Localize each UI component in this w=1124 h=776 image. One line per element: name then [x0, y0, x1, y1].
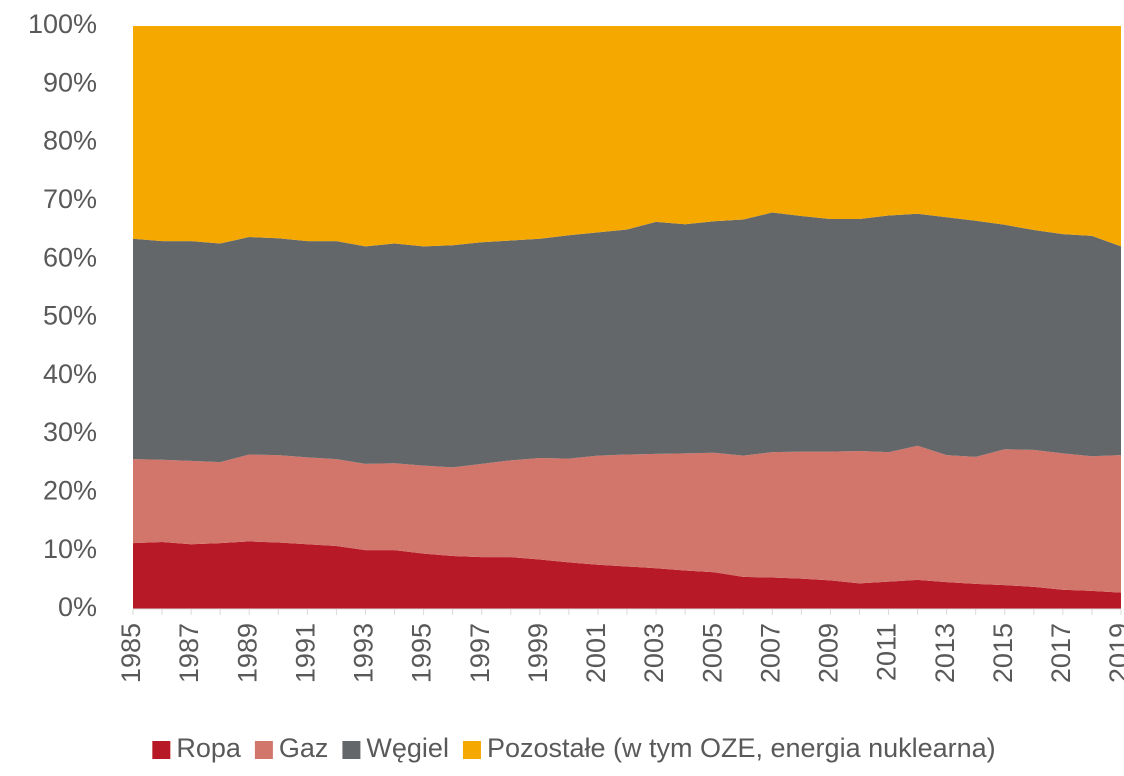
- y-tick-label: 50%: [43, 301, 97, 331]
- area: [133, 26, 1121, 247]
- y-tick-label: 0%: [58, 592, 97, 622]
- y-tick-label: 20%: [43, 476, 97, 506]
- x-tick-label: 2017: [1046, 623, 1076, 683]
- x-tick-label: 2013: [930, 623, 960, 683]
- y-tick-label: 60%: [43, 242, 97, 272]
- legend-label: Pozostałe (w tym OZE, energia nuklearna): [487, 733, 996, 763]
- y-tick-label: 40%: [43, 359, 97, 389]
- x-tick-label: 2001: [581, 623, 611, 683]
- x-tick-label: 2019: [1104, 623, 1124, 683]
- y-tick-label: 100%: [28, 9, 97, 39]
- x-tick-label: 1985: [116, 623, 146, 683]
- legend-label: Węgiel: [366, 733, 449, 763]
- legend-label: Ropa: [176, 733, 242, 763]
- y-tick-label: 90%: [43, 67, 97, 97]
- x-tick-label: 1991: [290, 623, 320, 683]
- x-tick-label: 1989: [232, 623, 262, 683]
- y-tick-label: 10%: [43, 534, 97, 564]
- x-tick-label: 2015: [988, 623, 1018, 683]
- y-tick-label: 80%: [43, 126, 97, 156]
- area: [133, 212, 1121, 468]
- legend-swatch: [462, 741, 481, 759]
- legend-label: Gaz: [279, 733, 329, 763]
- legend-swatch: [254, 741, 273, 759]
- y-tick-label: 70%: [43, 184, 97, 214]
- x-tick-label: 2011: [872, 623, 902, 681]
- x-tick-label: 1999: [523, 623, 553, 683]
- x-tick-label: 2003: [639, 623, 669, 683]
- x-tick-label: 1987: [174, 623, 204, 683]
- x-tick-label: 1995: [407, 623, 437, 683]
- legend: Ropa Gaz Węgiel Pozostałe (w tym OZE, energ…: [152, 733, 996, 763]
- y-tick-label: 30%: [43, 417, 97, 447]
- area: [133, 541, 1121, 609]
- x-tick-label: 1993: [349, 623, 379, 683]
- x-tick-label: 1997: [465, 623, 495, 683]
- area: [133, 445, 1121, 593]
- x-tick-label: 2009: [814, 623, 844, 683]
- x-tick-label: 2007: [755, 623, 785, 683]
- legend-swatch: [342, 741, 361, 759]
- x-tick-label: 2005: [697, 623, 727, 683]
- legend-swatch: [152, 741, 171, 759]
